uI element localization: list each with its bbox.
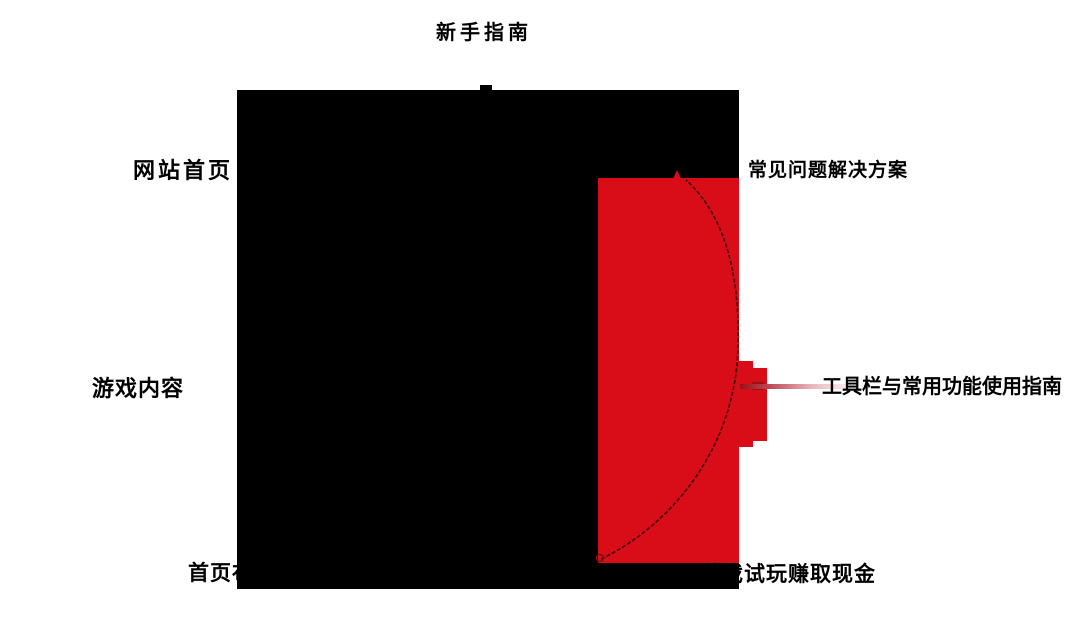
top-edge-notch: [480, 85, 492, 91]
highlight-tab-step-inner: [753, 368, 767, 441]
callout-right-middle: 工具栏与常用功能使用指南: [822, 376, 1062, 398]
leader-line: [740, 384, 860, 389]
callout-left-top: 网站首页: [133, 158, 234, 183]
callout-bottom-right: 游戏试玩赚取现金: [700, 563, 876, 586]
highlight-top-arrow-icon: [672, 170, 682, 181]
highlight-tab-step-outer: [739, 361, 753, 447]
callout-bottom-left: 首页布局介绍: [188, 562, 320, 585]
callout-left-middle: 游戏内容: [92, 376, 185, 401]
diagram-title: 新手指南: [436, 22, 532, 44]
callout-right-top: 常见问题解决方案: [748, 160, 909, 181]
highlight-region: [598, 178, 739, 563]
